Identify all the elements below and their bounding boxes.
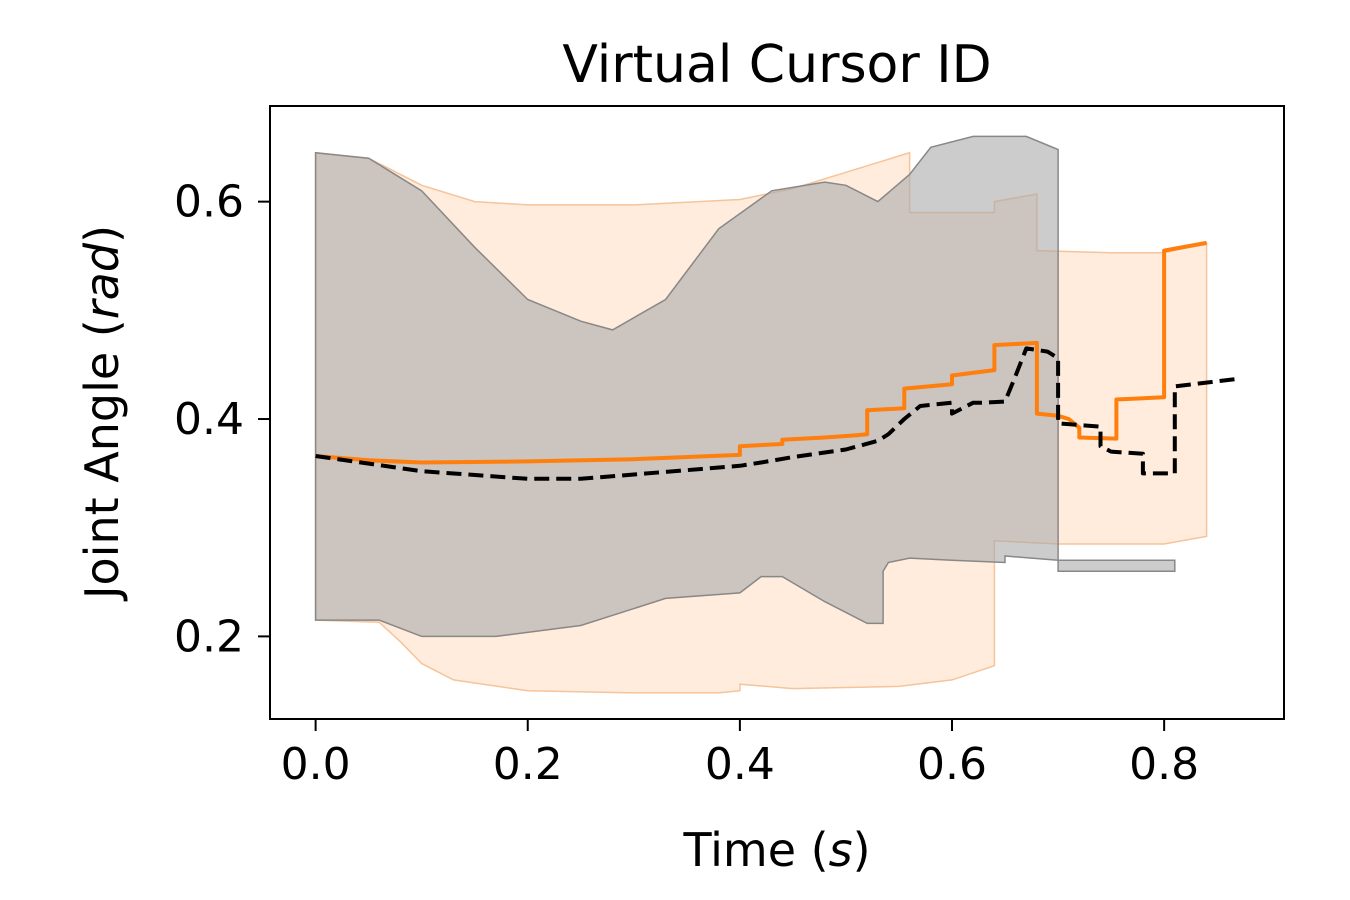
y-axis-label-unit: rad <box>75 242 129 319</box>
y-axis-label: Joint Angle (rad) <box>75 225 129 602</box>
chart-title: Virtual Cursor ID <box>562 35 991 95</box>
y-tick-label: 0.6 <box>174 177 244 228</box>
x-axis-label-unit: s <box>829 823 853 877</box>
series-line-black <box>315 346 1239 481</box>
y-tick-label: 0.4 <box>174 394 244 445</box>
series-lines <box>315 240 1239 481</box>
confidence-bands <box>314 135 1208 694</box>
x-axis-label: Time (s) <box>682 823 870 877</box>
x-tick-label: 0.4 <box>705 739 775 790</box>
band-gray <box>314 135 1176 638</box>
y-axis-label-text: Joint Angle <box>75 352 129 602</box>
x-tick-label: 0.8 <box>1129 739 1199 790</box>
series-line-orange <box>315 240 1207 465</box>
axis-ticks: 0.0 0.2 0.4 0.6 0.8 0.2 0.4 0.6 <box>174 177 1199 790</box>
x-tick-label: 0.0 <box>281 739 351 790</box>
plot-area-frame <box>269 105 1285 720</box>
x-tick-label: 0.2 <box>493 739 563 790</box>
x-axis-label-text: Time <box>682 823 796 877</box>
x-tick-label: 0.6 <box>917 739 987 790</box>
y-tick-label: 0.2 <box>174 611 244 662</box>
